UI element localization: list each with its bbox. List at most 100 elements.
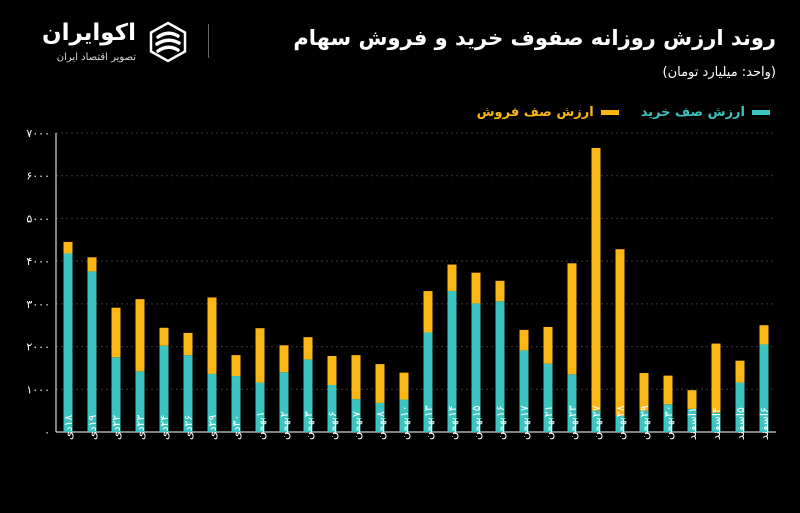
bar-buy (591, 410, 601, 432)
bar-sell (303, 337, 313, 360)
x-tick-label: ۱بهمن (254, 411, 267, 440)
brand-tagline: تصویر اقتصاد ایران (56, 52, 136, 63)
chart-subtitle: (واحد: میلیارد تومان) (662, 65, 776, 80)
bar-sell (735, 360, 745, 383)
bar-sell (711, 343, 721, 413)
bar-sell (231, 355, 241, 377)
bar-sell (447, 264, 457, 292)
x-tick-label: ۱۹دی (86, 415, 99, 440)
x-tick-label: ۱۳بهمن (422, 405, 435, 440)
bar-buy (519, 350, 529, 432)
bar-buy (375, 402, 385, 432)
y-tick-label: ۴۰۰۰ (26, 255, 50, 268)
bar-buy (63, 253, 73, 432)
y-tick-label: ۶۰۰۰ (26, 170, 50, 183)
bar-buy (543, 363, 553, 432)
bar-sell (159, 327, 169, 346)
bar-buy (639, 410, 649, 432)
bar-buy (255, 382, 265, 432)
x-tick-label: ۲۴دی (158, 415, 171, 440)
bar-sell (567, 263, 577, 375)
legend-swatch-sell (600, 110, 619, 115)
bar-buy (471, 303, 481, 432)
y-tick-label: ۳۰۰۰ (26, 298, 50, 311)
x-tick-label: ۲بهمن (278, 411, 291, 440)
bar-sell (111, 307, 121, 358)
bar-sell (615, 249, 625, 416)
x-tick-label: ۸بهمن (374, 411, 387, 440)
x-tick-label: ۲۸بهمن (614, 405, 627, 440)
bar-sell (351, 355, 361, 400)
bar-sell (399, 372, 409, 400)
x-tick-label: ۲۳بهمن (566, 405, 579, 440)
bar-sell (87, 257, 97, 272)
bar-buy (711, 412, 721, 432)
bar-buy (735, 382, 745, 432)
brand-mark-icon (149, 21, 187, 63)
bar-sell (495, 280, 505, 302)
bar-buy (351, 399, 361, 432)
header-divider (208, 24, 209, 58)
x-tick-label: ۳۰دی (230, 415, 243, 440)
brand-logo[interactable]: اکوایران تصویر اقتصاد ایران (30, 18, 200, 72)
bar-buy (447, 291, 457, 432)
bar-buy (207, 373, 217, 432)
bar-buy (279, 372, 289, 432)
x-tick-label: ۵اسفند (734, 407, 747, 440)
bar-sell (543, 326, 553, 364)
bar-sell (663, 375, 673, 405)
bar-buy (759, 344, 769, 432)
bar-sell (519, 329, 529, 351)
y-tick-label: ۷۰۰۰ (26, 127, 50, 140)
bar-buy (231, 376, 241, 432)
bar-sell (327, 355, 337, 386)
x-tick-label: ۱اسفند (686, 407, 699, 440)
x-tick-label: ۴اسفند (710, 407, 723, 440)
x-tick-label: ۱۴بهمن (446, 405, 459, 440)
x-tick-label: ۲۷بهمن (590, 405, 603, 440)
bar-buy (687, 408, 697, 432)
chart-legend: ارزش صف خرید ارزش صف فروش (477, 105, 770, 120)
bar-buy (87, 271, 97, 432)
bar-sell (759, 325, 769, 345)
x-tick-label: ۱۶بهمن (494, 405, 507, 440)
x-tick-label: ۷بهمن (350, 411, 363, 440)
y-tick-label: ۱۰۰۰ (26, 383, 50, 396)
legend-label-sell: ارزش صف فروش (476, 105, 594, 120)
bar-buy (423, 332, 433, 432)
bar-sell (471, 272, 481, 304)
y-tick-label: ۲۰۰۰ (26, 341, 50, 354)
x-tick-label: ۱۰بهمن (398, 405, 411, 440)
bar-buy (567, 374, 577, 432)
bar-sell (207, 297, 217, 374)
bar-buy (615, 415, 625, 432)
legend-item-sell: ارزش صف فروش (477, 105, 619, 120)
bar-buy (183, 355, 193, 432)
x-tick-label: ۲۳دی (134, 415, 147, 440)
x-tick-label: ۲۹دی (206, 415, 219, 440)
bar-sell (135, 299, 145, 372)
y-tick-label: ۰ (44, 426, 50, 439)
bar-buy (663, 404, 673, 432)
legend-item-buy: ارزش صف خرید (641, 105, 770, 120)
bar-sell (279, 345, 289, 373)
y-tick-label: ۵۰۰۰ (26, 212, 50, 225)
brand-name: اکوایران (41, 20, 136, 46)
bar-buy (135, 371, 145, 432)
bar-buy (303, 359, 313, 432)
chart-title: روند ارزش روزانه صفوف خرید و فروش سهام (293, 26, 776, 50)
legend-swatch-buy (752, 110, 770, 115)
bar-sell (423, 291, 433, 333)
x-tick-label: ۲۱بهمن (542, 405, 555, 440)
bar-buy (159, 345, 169, 432)
x-tick-label: ۶بهمن (326, 411, 339, 440)
x-tick-label: ۲۶دی (182, 415, 195, 440)
x-tick-label: ۱۵بهمن (470, 405, 483, 440)
bar-buy (111, 357, 121, 432)
x-tick-label: ۶اسفند (758, 407, 771, 440)
x-tick-label: ۱۸دی (62, 415, 75, 440)
bar-buy (399, 399, 409, 432)
bar-sell (183, 332, 193, 356)
bar-sell (63, 241, 73, 254)
